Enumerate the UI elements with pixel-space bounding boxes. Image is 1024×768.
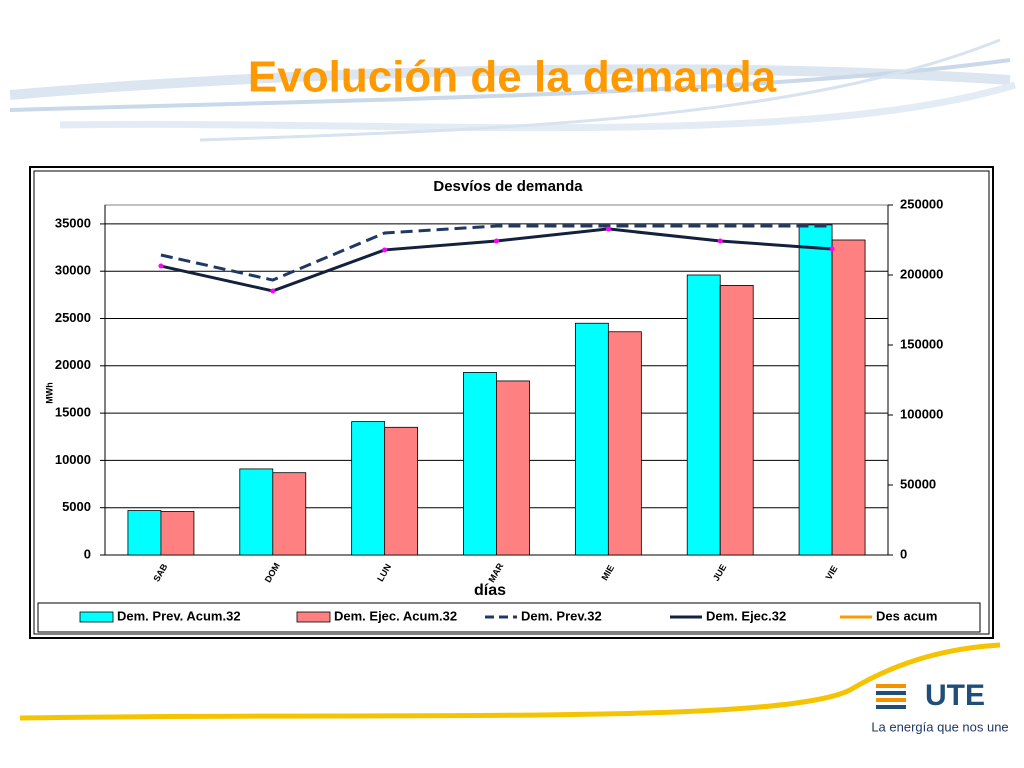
y-axis-label: MWh <box>44 382 54 404</box>
y-tick-label: 5000 <box>62 499 91 514</box>
bar <box>272 472 307 556</box>
bar <box>160 511 195 556</box>
legend-label: Dem. Ejec. Acum.32 <box>334 608 457 623</box>
line-marker <box>829 246 835 252</box>
y-tick-label: 25000 <box>55 310 91 325</box>
y2-tick-label: 100000 <box>900 406 943 421</box>
y-tick-label: 15000 <box>55 405 91 420</box>
y-tick-label: 35000 <box>55 215 91 230</box>
legend-box <box>37 602 981 633</box>
chart-title: Desvíos de demanda <box>433 178 583 195</box>
chart-frame-inner <box>33 170 990 635</box>
line-marker <box>717 238 723 244</box>
bar <box>127 510 162 556</box>
decor-line <box>19 642 1001 721</box>
y2-tick-label: 150000 <box>900 336 943 351</box>
line-marker <box>382 247 388 253</box>
line-marker <box>605 226 611 232</box>
legend-label: Dem. Prev.32 <box>521 608 602 623</box>
bar <box>351 421 386 556</box>
bar <box>574 322 609 556</box>
y-tick-label: 30000 <box>55 263 91 278</box>
y2-tick-label: 0 <box>900 546 907 561</box>
bar <box>607 331 642 556</box>
slide-title: Evolución de la demanda <box>248 53 777 102</box>
background-swoosh <box>9 38 1017 142</box>
y-tick-label: 10000 <box>55 452 91 467</box>
y2-tick-label: 50000 <box>900 476 936 491</box>
y-tick-label: 0 <box>84 546 91 561</box>
logo: UTE La energía que nos une <box>871 679 1008 735</box>
line-marker <box>270 288 276 294</box>
legend-label: Dem. Ejec.32 <box>706 608 786 623</box>
y-tick-label: 20000 <box>55 357 91 372</box>
bar <box>239 468 274 556</box>
legend-label: Dem. Prev. Acum.32 <box>117 608 241 623</box>
bar <box>719 285 754 556</box>
bar <box>463 372 497 556</box>
x-axis-label: días <box>474 582 506 599</box>
legend-label: Des acum <box>876 608 937 623</box>
bar <box>496 380 530 556</box>
bar <box>798 224 833 556</box>
legend-swatch <box>79 611 114 623</box>
line-marker <box>494 238 499 244</box>
bar <box>686 274 721 556</box>
line-series <box>160 224 833 282</box>
logo-text: UTE <box>925 679 985 712</box>
y2-tick-label: 200000 <box>900 266 943 281</box>
y2-tick-label: 250000 <box>900 196 943 211</box>
legend-swatch <box>296 611 331 623</box>
logo-tagline: La energía que nos une <box>871 719 1008 734</box>
bar <box>831 239 866 556</box>
line-marker <box>158 263 164 269</box>
bar <box>384 426 419 556</box>
